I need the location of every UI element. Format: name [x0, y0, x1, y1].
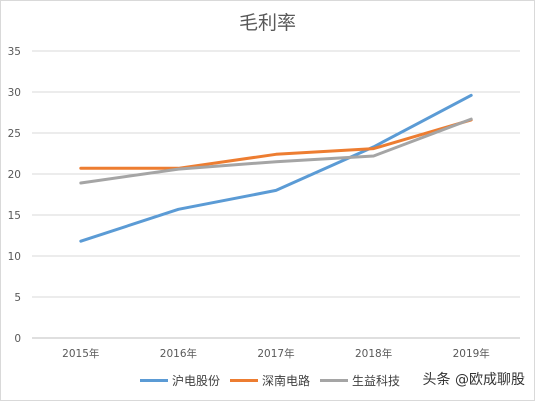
series-line-2	[79, 118, 473, 170]
legend-label: 生益科技	[352, 374, 401, 388]
legend-swatch	[320, 379, 349, 382]
y-tick-label: 0	[14, 333, 21, 345]
watermark: 头条 @欧成聊股	[422, 372, 525, 388]
x-tick-label: 2017年	[257, 347, 294, 360]
chart-title: 毛利率	[238, 12, 296, 34]
legend-label: 深南电路	[262, 374, 311, 388]
legend-item-1: 沪电股份	[140, 372, 220, 389]
chart-legend: 沪电股份 深南电路 生益科技	[140, 372, 400, 389]
series-line-3	[79, 117, 473, 185]
legend-item-2: 深南电路	[230, 372, 310, 389]
y-tick-label: 25	[8, 128, 21, 140]
y-tick-label: 20	[8, 169, 21, 181]
legend-item-3: 生益科技	[320, 372, 400, 389]
y-tick-label: 10	[8, 251, 21, 263]
y-tick-label: 5	[14, 292, 21, 304]
y-tick-label: 35	[8, 46, 21, 58]
series-line-1	[79, 93, 473, 243]
legend-swatch	[140, 379, 168, 382]
x-tick-label: 2019年	[453, 347, 490, 360]
legend-label: 沪电股份	[172, 374, 221, 388]
x-tick-label: 2015年	[62, 347, 99, 360]
legend-swatch	[230, 379, 259, 382]
y-tick-label: 30	[8, 87, 21, 99]
y-tick-label: 15	[8, 210, 21, 222]
x-tick-label: 2018年	[355, 347, 392, 360]
x-tick-label: 2016年	[160, 347, 197, 360]
